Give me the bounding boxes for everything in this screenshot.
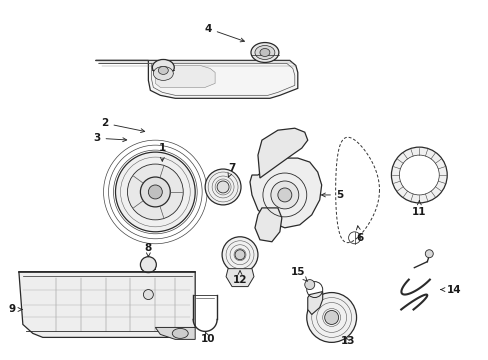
Ellipse shape — [235, 250, 244, 260]
Text: 11: 11 — [411, 201, 426, 217]
Ellipse shape — [205, 169, 241, 205]
Polygon shape — [249, 158, 321, 228]
Polygon shape — [19, 272, 195, 337]
Text: 2: 2 — [101, 118, 144, 132]
Ellipse shape — [172, 328, 188, 338]
Text: 5: 5 — [321, 190, 343, 200]
Ellipse shape — [127, 164, 183, 220]
Ellipse shape — [304, 280, 314, 289]
Polygon shape — [155, 66, 215, 87]
Polygon shape — [155, 328, 195, 339]
Ellipse shape — [222, 237, 258, 273]
Ellipse shape — [148, 185, 162, 199]
Ellipse shape — [153, 67, 173, 80]
Text: 3: 3 — [93, 133, 126, 143]
Text: 14: 14 — [440, 284, 461, 294]
Text: 8: 8 — [144, 243, 152, 257]
Text: 6: 6 — [355, 226, 363, 243]
Ellipse shape — [260, 49, 269, 57]
Text: 15: 15 — [290, 267, 307, 282]
Ellipse shape — [152, 59, 174, 75]
Ellipse shape — [390, 147, 447, 203]
Ellipse shape — [143, 289, 153, 300]
Polygon shape — [254, 208, 281, 242]
Polygon shape — [225, 269, 253, 287]
Ellipse shape — [324, 310, 338, 324]
Text: 10: 10 — [201, 332, 215, 345]
Ellipse shape — [115, 152, 195, 232]
Text: 13: 13 — [340, 336, 354, 346]
Ellipse shape — [250, 42, 278, 62]
Polygon shape — [95, 60, 297, 98]
Ellipse shape — [277, 188, 291, 202]
Text: 7: 7 — [227, 163, 235, 177]
Ellipse shape — [425, 250, 432, 258]
Text: 12: 12 — [232, 271, 247, 285]
Text: 9: 9 — [9, 305, 22, 315]
Ellipse shape — [140, 257, 156, 273]
Ellipse shape — [306, 293, 356, 342]
Ellipse shape — [399, 155, 438, 195]
Polygon shape — [307, 292, 322, 315]
Ellipse shape — [254, 45, 274, 59]
Ellipse shape — [158, 67, 168, 75]
Ellipse shape — [217, 181, 228, 193]
Text: 1: 1 — [159, 143, 165, 161]
Ellipse shape — [140, 177, 170, 207]
Ellipse shape — [270, 181, 298, 209]
Text: 4: 4 — [204, 24, 244, 42]
Polygon shape — [258, 128, 307, 178]
